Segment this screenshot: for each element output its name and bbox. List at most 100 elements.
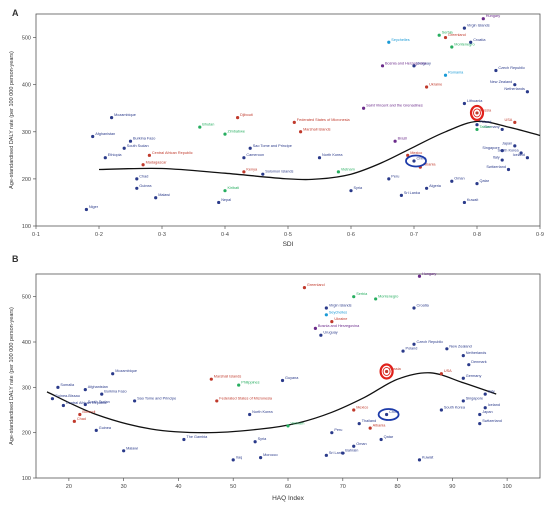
data-point: Ukraine bbox=[330, 317, 347, 324]
point-marker bbox=[412, 306, 416, 310]
point-marker bbox=[313, 326, 317, 330]
point-marker bbox=[387, 40, 391, 44]
data-point: Marshall Islands bbox=[209, 375, 241, 381]
point-marker bbox=[341, 451, 345, 455]
point-label: Hungary bbox=[422, 272, 436, 276]
point-label: China bbox=[389, 410, 400, 414]
point-label: Poland bbox=[480, 120, 492, 124]
point-label: Switzerland bbox=[486, 165, 506, 169]
data-point: Montenegro bbox=[450, 42, 475, 49]
data-point: Greenland bbox=[443, 33, 466, 40]
point-marker bbox=[500, 127, 504, 132]
point-marker bbox=[261, 172, 265, 176]
y-tick-label: 100 bbox=[22, 476, 31, 482]
data-point: Malawi bbox=[122, 446, 138, 453]
point-marker bbox=[385, 412, 389, 417]
point-marker bbox=[475, 123, 479, 127]
point-label: Niger bbox=[89, 205, 99, 209]
x-tick-label: 50 bbox=[230, 484, 236, 490]
panel-a: A 0·1 0·2 0·3 0·4 0·5 0·6 0·7 0·8 0·9 100 200 300 4… bbox=[9, 8, 544, 248]
point-marker bbox=[83, 402, 87, 407]
data-point: Singapore bbox=[461, 396, 483, 403]
point-label: Qatar bbox=[384, 435, 394, 439]
data-point: Romania bbox=[443, 71, 464, 77]
point-marker bbox=[368, 426, 372, 430]
point-marker bbox=[357, 422, 361, 426]
x-tick-label: 0·7 bbox=[410, 232, 418, 238]
point-marker bbox=[352, 444, 356, 448]
point-label: Qatar bbox=[480, 179, 490, 183]
point-label: Bosnia and Herzegovina bbox=[318, 324, 360, 328]
highlight-ellipse-china bbox=[377, 408, 400, 421]
data-point: Bhutan bbox=[198, 123, 214, 129]
point-label: Malawi bbox=[126, 446, 138, 450]
point-label: Seychelles bbox=[391, 38, 409, 42]
point-marker bbox=[236, 116, 240, 120]
point-label: Guinea bbox=[99, 426, 112, 430]
x-tick-label: 20 bbox=[66, 484, 72, 490]
data-point: Peru bbox=[387, 174, 399, 181]
data-point: Kuwait bbox=[462, 198, 479, 205]
data-point: Central African Republic bbox=[147, 151, 193, 157]
point-label: USA bbox=[444, 369, 452, 373]
point-label: Kiribati bbox=[228, 186, 240, 190]
y-tick-label: 200 bbox=[22, 431, 31, 437]
point-marker bbox=[425, 186, 429, 190]
data-point: Switzerland bbox=[478, 419, 502, 426]
data-point: Japan bbox=[478, 410, 493, 417]
x-tick-label: 0·9 bbox=[536, 232, 544, 238]
point-label: Madagascar bbox=[146, 160, 168, 164]
data-point: Cameroon bbox=[242, 153, 264, 160]
panel-b-letter: B bbox=[12, 254, 19, 264]
point-label: Thailand bbox=[362, 419, 377, 423]
data-point: Lithuania bbox=[462, 99, 483, 106]
data-point: Brazil bbox=[393, 137, 408, 143]
data-point: Vietnam bbox=[336, 167, 355, 174]
point-label: Mexico bbox=[410, 151, 422, 155]
point-marker bbox=[253, 440, 257, 444]
data-point: Philippines bbox=[237, 381, 260, 387]
point-label: China bbox=[417, 156, 428, 160]
x-tick-label: 0·2 bbox=[95, 232, 103, 238]
data-point: South Sudan bbox=[122, 144, 149, 150]
point-marker bbox=[525, 90, 530, 94]
point-marker bbox=[78, 412, 82, 417]
x-tick-label: 60 bbox=[285, 484, 291, 490]
point-marker bbox=[352, 295, 356, 299]
point-label: New Zealand bbox=[449, 344, 471, 348]
data-point: Guinea-Bissau bbox=[50, 394, 80, 401]
data-point: Iceland bbox=[513, 153, 530, 160]
y-tick-label: 400 bbox=[22, 340, 31, 346]
panel-a-y-ticks: 100 200 300 400 500 bbox=[22, 36, 36, 230]
data-point: Burkina Faso bbox=[100, 390, 127, 396]
x-tick-label: 40 bbox=[175, 484, 181, 490]
point-label: Guyana bbox=[285, 376, 299, 380]
point-marker bbox=[443, 73, 448, 77]
point-marker bbox=[362, 106, 366, 110]
data-point: Oman bbox=[352, 442, 367, 448]
point-marker bbox=[223, 132, 227, 136]
data-point: Chad bbox=[135, 174, 148, 181]
point-marker bbox=[412, 159, 416, 163]
y-tick-label: 300 bbox=[22, 385, 31, 391]
x-tick-label: 90 bbox=[449, 484, 455, 490]
data-point: China bbox=[385, 410, 400, 417]
point-marker bbox=[122, 449, 126, 453]
point-label: South Sudan bbox=[127, 144, 149, 148]
panel-a-y-axis-label: Age-standardised DALY rate (per 100 000 … bbox=[9, 51, 15, 189]
point-marker bbox=[462, 26, 466, 30]
panel-b-trend bbox=[46, 372, 497, 434]
trend-line bbox=[46, 372, 497, 434]
point-label: Kenya bbox=[246, 167, 258, 171]
data-point: Iceland bbox=[483, 403, 500, 410]
point-marker bbox=[330, 320, 334, 324]
data-point: Afghanistan bbox=[91, 132, 115, 139]
point-label: Brazil bbox=[398, 137, 408, 141]
highlight-ellipse-russia bbox=[379, 363, 394, 380]
point-marker bbox=[259, 456, 263, 460]
point-marker bbox=[513, 83, 517, 87]
data-point: Djibouti bbox=[236, 113, 253, 120]
data-point: Saint Vincent and the Grenadines bbox=[362, 104, 423, 110]
x-tick-label: 80 bbox=[395, 484, 401, 490]
data-point: Mexico bbox=[406, 151, 422, 157]
